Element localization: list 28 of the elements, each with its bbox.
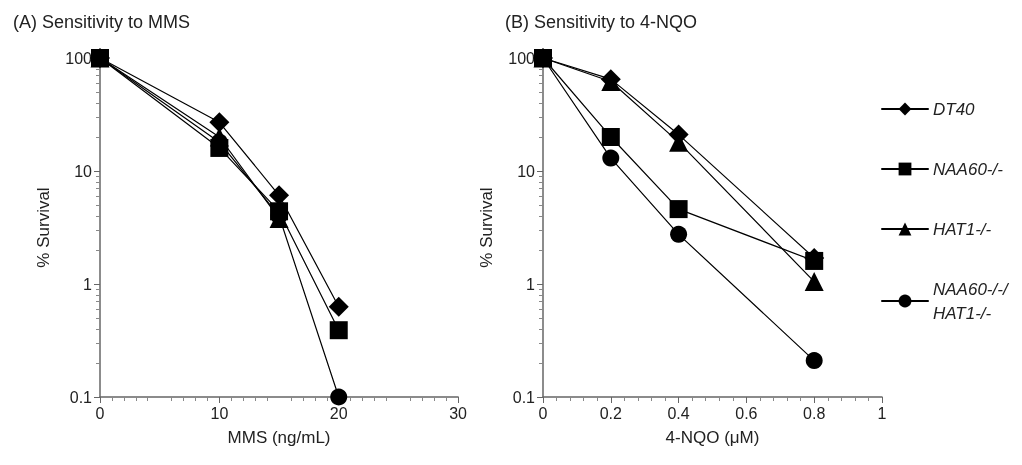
x-axis-title: MMS (ng/mL) — [227, 428, 331, 447]
x-tick-label: 30 — [449, 404, 468, 422]
x-tick-label: 0.4 — [667, 404, 690, 422]
y-tick-label: 1 — [83, 275, 93, 293]
x-tick-label: 0 — [538, 404, 548, 422]
legend-label: DT40 — [933, 99, 976, 119]
x-axis-title: 4-NQO (μM) — [665, 428, 760, 447]
x-tick-label: 0.6 — [735, 404, 758, 422]
y-tick-label: 100 — [65, 49, 93, 67]
chart-title: (A) Sensitivity to MMS — [13, 12, 191, 32]
x-tick-label: 0.2 — [599, 404, 623, 422]
chart-title: (B) Sensitivity to 4-NQO — [505, 12, 698, 32]
y-axis-title: % Survival — [477, 187, 496, 268]
y-tick-label: 1 — [526, 275, 536, 293]
y-tick-label: 10 — [74, 162, 93, 180]
y-tick-label: 10 — [517, 162, 536, 180]
x-tick-label: 10 — [210, 404, 229, 422]
y-tick-label: 100 — [508, 49, 536, 67]
y-tick-label: 0.1 — [512, 388, 536, 406]
x-tick-label: 20 — [329, 404, 348, 422]
legend-label: NAA60-/- — [933, 159, 1004, 179]
x-tick-label: 0.8 — [803, 404, 826, 422]
x-tick-label: 1 — [877, 404, 887, 422]
x-tick-label: 0 — [95, 404, 105, 422]
legend-label: HAT1-/- — [933, 219, 992, 239]
y-tick-label: 0.1 — [69, 388, 93, 406]
legend-label: NAA60-/-/HAT1-/- — [933, 279, 1010, 323]
y-axis-title: % Survival — [34, 187, 53, 268]
